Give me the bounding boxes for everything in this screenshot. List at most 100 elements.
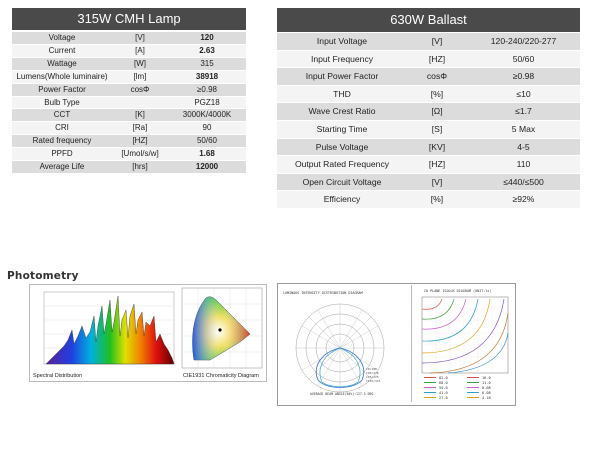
lamp-unit-cell: [K] [112,108,168,123]
legend-swatch [467,377,479,378]
isolux-legend-item: 68.0 11.0 [424,380,510,385]
lamp-table-title: 315W CMH Lamp [12,8,246,30]
lamp-unit-cell: [hrs] [112,160,168,174]
legend-swatch [424,397,436,398]
spectral-cie-panel [29,284,267,382]
ballast-unit-cell: [Ω] [407,102,467,121]
lamp-row: Current [A] 2.63 [12,44,246,58]
ballast-param-cell: Output Rated Frequency [277,155,407,174]
ballast-row: Efficiency [%] ≥92% [277,190,580,209]
isolux-contour-chart [421,296,509,374]
legend-value-a: 27.0 [439,395,448,400]
ballast-param-cell: Pulse Voltage [277,138,407,157]
lamp-param-cell: Average Life [12,160,112,174]
ballast-row: Input Voltage [V] 120-240/220-277 [277,33,580,51]
lamp-param-cell: Power Factor [12,83,112,97]
isolux-legend-item: 41.0 6.08 [424,390,510,395]
ballast-param-cell: Open Circuit Voltage [277,173,407,192]
intensity-isolux-panel: LUMINOUS INTENSITY DISTRIBUTION DIAGRAM … [277,283,516,406]
lamp-row: Voltage [V] 120 [12,32,246,45]
ballast-value-cell: 5 Max [467,120,580,139]
svg-text:C0/180: C0/180 [366,367,377,371]
legend-swatch [424,387,436,388]
lamp-unit-cell: [V] [112,32,168,45]
lamp-param-cell: Lumens(Whole luminaire) [12,70,112,84]
legend-value-a: 82.0 [439,375,448,380]
ballast-row: Input Frequency [HZ] 50/60 [277,50,580,69]
ballast-row: THD [%] ≤10 [277,85,580,104]
legend-swatch [424,382,436,383]
isolux-legend-item: 55.0 8.08 [424,385,510,390]
lamp-unit-cell: [A] [112,44,168,58]
ballast-param-cell: Input Frequency [277,50,407,69]
ballast-value-cell: 4-5 [467,138,580,157]
lamp-param-cell: Bulb Type [12,96,112,110]
lamp-row: CRI [Ra] 90 [12,121,246,136]
ballast-unit-cell: [HZ] [407,50,467,69]
ballast-unit-cell: cosΦ [407,67,467,86]
ballast-param-cell: THD [277,85,407,104]
lamp-value-cell: 90 [168,121,246,136]
lamp-value-cell: 3000K/4000K [168,108,246,123]
cie-chromaticity-diagram [181,287,263,369]
lamp-value-cell: 1.68 [168,147,246,162]
lamp-param-cell: Current [12,44,112,58]
legend-value-b: 11.0 [482,380,491,385]
legend-swatch [467,392,479,393]
ballast-unit-cell: [KV] [407,138,467,157]
lamp-param-cell: PPFD [12,147,112,162]
polar-footer: AVERAGE BEAM ANGLE(50%):127.5 DEG [310,392,374,396]
legend-swatch [424,392,436,393]
lamp-unit-cell: [lm] [112,70,168,84]
lamp-param-cell: CCT [12,108,112,123]
lamp-row: Power Factor cosΦ ≥0.98 [12,83,246,97]
legend-value-a: 41.0 [439,390,448,395]
lamp-value-cell: 12000 [168,160,246,174]
ballast-table-title: 630W Ballast [277,8,580,32]
cie-caption: CIE1931 Chromaticity Diagram [183,373,259,379]
legend-swatch [467,382,479,383]
lamp-unit-cell [112,96,168,110]
svg-text:C90/270: C90/270 [366,371,379,375]
legend-value-a: 55.0 [439,385,448,390]
ballast-param-cell: Wave Crest Ratio [277,102,407,121]
svg-text:C45/225: C45/225 [366,375,379,379]
ballast-unit-cell: [%] [407,190,467,209]
isolux-legend: 82.0 16.0 68.0 11.0 55.0 8.08 41.0 6.08 27.0 4.18 [424,375,510,400]
lamp-row: PPFD [Umol/s/w] 1.68 [12,147,246,162]
ballast-unit-cell: [V] [407,173,467,192]
isolux-legend-item: 27.0 4.18 [424,395,510,400]
lamp-value-cell: 315 [168,57,246,71]
ballast-spec-table: Input Voltage [V] 120-240/220-277 Input Fre… [277,33,580,209]
lamp-unit-cell: [Ra] [112,121,168,136]
ballast-row: Pulse Voltage [KV] 4-5 [277,138,580,157]
ballast-row: Open Circuit Voltage [V] ≤440/≤500 [277,173,580,192]
ballast-row: Starting Time [S] 5 Max [277,120,580,139]
legend-swatch [424,377,436,378]
lamp-row: Lumens(Whole luminaire) [lm] 38918 [12,70,246,84]
legend-value-b: 4.18 [482,395,491,400]
ballast-value-cell: 50/60 [467,50,580,69]
spectrum-fill [45,295,175,365]
lamp-param-cell: Wattage [12,57,112,71]
spectral-caption: Spectral Distribution [33,373,83,379]
lamp-value-cell: 38918 [168,70,246,84]
lamp-row: Average Life [hrs] 12000 [12,160,246,174]
ballast-param-cell: Starting Time [277,120,407,139]
lamp-row: Bulb Type PGZ18 [12,96,246,110]
ballast-value-cell: ≤10 [467,85,580,104]
spectral-distribution-chart [43,291,175,365]
lamp-value-cell: 120 [168,32,246,45]
ballast-row: Output Rated Frequency [HZ] 110 [277,155,580,174]
lamp-value-cell: ≥0.98 [168,83,246,97]
lamp-unit-cell: [W] [112,57,168,71]
lamp-row: CCT [K] 3000K/4000K [12,108,246,123]
lamp-param-cell: CRI [12,121,112,136]
polar-curve-c0 [315,347,365,388]
ballast-value-cell: ≥92% [467,190,580,209]
lamp-param-cell: Voltage [12,32,112,45]
lamp-unit-cell: [HZ] [112,134,168,149]
legend-swatch [467,397,479,398]
lamp-value-cell: 50/60 [168,134,246,149]
